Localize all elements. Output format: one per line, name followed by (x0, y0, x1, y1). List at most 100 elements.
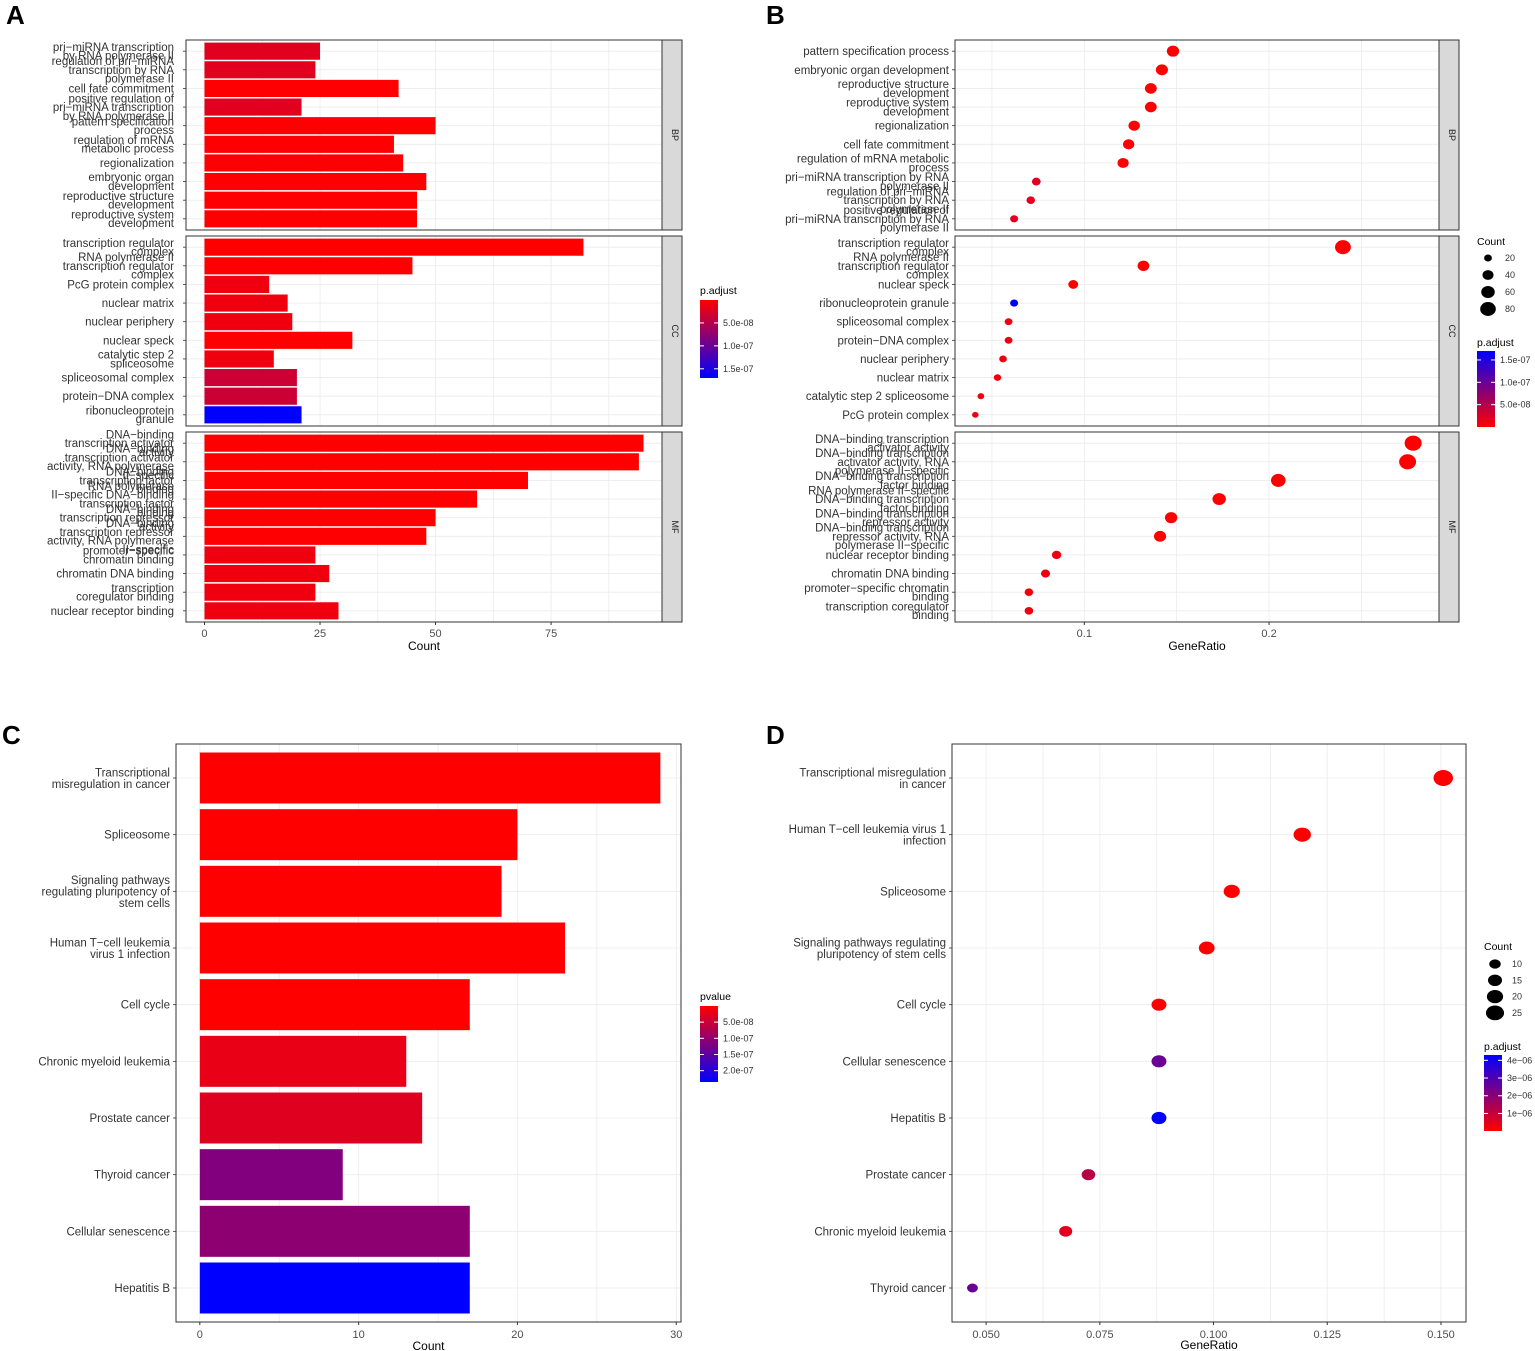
panel-a-bar (204, 527, 427, 545)
panel-a-term-label-line: chromatin binding (83, 554, 174, 566)
panel-b-term-label: DNA−binding transcription repressor activ… (815, 523, 949, 553)
panel-a-term-label-line: embryonic organ (88, 172, 174, 184)
panel-a-term-label: DNA−binding transcription repressor activi… (60, 504, 175, 534)
panel-b-term-label-line: repressor activity (862, 517, 949, 529)
panel-a-term-label: embryonic organ development (88, 172, 174, 193)
panel-c-plot-border (175, 743, 682, 1323)
panel-d-xtick-label: 0.050 (972, 1329, 1000, 1341)
panel-b-term-label: spliceosomal complex (837, 317, 950, 329)
panel-d-dot (1433, 770, 1454, 786)
panel-a-term-label-line: nuclear periphery (85, 317, 174, 329)
panel-b-term-label-line: cell fate commitment (844, 139, 950, 151)
panel-a-colorbar-label: 1.0e-07 (723, 341, 754, 351)
panel-a-strip (661, 431, 683, 623)
panel-a-term-label: transcription regulator complex (63, 238, 174, 259)
panel-d-term-label: Chronic myeloid leukemia (814, 1226, 946, 1238)
panel-b-dot (1153, 530, 1167, 542)
panel-a-term-label-line: regulation of mRNA (74, 135, 175, 147)
panel-d-term-label: Cellular senescence (842, 1056, 946, 1068)
panel-d-size-key-label: 10 (1512, 959, 1522, 969)
panel-b-xtick-label: 0.1 (1077, 628, 1092, 640)
panel-letter-b: B (766, 0, 785, 30)
panel-a-term-label-line: binding (137, 484, 174, 496)
panel-b-term-label: embryonic organ development (794, 65, 950, 77)
panel-c-bar (199, 809, 518, 861)
panel-a-term-label-line: pri−miRNA transcription (53, 102, 174, 114)
panel-a-bar (204, 406, 302, 424)
panel-a-bar (204, 173, 427, 191)
panel-b-term-label-line: transcription by RNA (844, 195, 950, 207)
panel-b-term-label: DNA−binding transcription activator activ… (815, 448, 949, 478)
panel-a-term-label-line: activity, RNA polymerase (47, 461, 174, 473)
panel-a-term-label-line: by RNA polymerase II (63, 111, 174, 123)
panel-b-term-label-line: embryonic organ development (794, 65, 950, 77)
panel-b-term-label-line: DNA−binding transcription (815, 434, 949, 446)
panel-d-dot (1198, 941, 1215, 955)
panel-b-term-label: positive regulation of pri−miRNA transcri… (785, 205, 950, 235)
panel-b-dot (1144, 83, 1157, 94)
panel-d-xlabel: GeneRatio (1180, 1338, 1238, 1351)
panel-a-term-label-line: transcription activator (65, 452, 174, 464)
panel-a-term-label-line: pri−miRNA transcription (53, 42, 174, 54)
panel-c-term-label: Spliceosome (104, 830, 170, 842)
panel-b-term-label-line: DNA−binding transcription (815, 523, 949, 535)
panel-a-bar (204, 583, 316, 601)
panel-d-term-label: Human T−cell leukemia virus 1 infection (789, 824, 946, 848)
panel-c-bar (199, 1205, 470, 1257)
panel-c-xtick-label: 0 (197, 1329, 203, 1341)
panel-b-term-label: RNA polymerase II transcription regulator… (838, 252, 949, 282)
panel-d-dot (1151, 1055, 1167, 1068)
panel-b-term-label: regulation of mRNA metabolic process (797, 154, 949, 175)
panel-a-term-label: pattern specification process (72, 116, 175, 137)
panel-a-term-label-line: regulation of pri−miRNA (52, 56, 175, 68)
panel-c-term-label-line: Human T−cell leukemia (50, 937, 171, 949)
panel-a-term-label: cell fate commitment (69, 83, 175, 95)
panel-d-term-label-line: Cellular senescence (842, 1056, 946, 1068)
panel-a-bar (204, 509, 436, 527)
panel-c-kegg-barplot: Transcriptional misregulation in cancer Sp… (38, 743, 754, 1351)
panel-letter-c: C (2, 720, 21, 750)
panel-a-term-label-line: development (108, 181, 175, 193)
panel-a-bar (204, 210, 418, 228)
panel-b-dot (1026, 196, 1036, 205)
panel-a-term-label: nuclear matrix (102, 298, 174, 310)
panel-b-strip-label: CC (1447, 325, 1457, 338)
panel-c-term-label: Prostate cancer (89, 1113, 170, 1125)
panel-a-bar (204, 453, 639, 471)
panel-b-term-label: PcG protein complex (842, 410, 949, 422)
panel-b-dot (1051, 550, 1062, 560)
panel-d-xtick-label: 0.150 (1427, 1329, 1455, 1341)
panel-d-term-label: Signaling pathways regulating pluripotenc… (793, 937, 946, 961)
panel-c-term-label-line: virus 1 infection (90, 949, 170, 961)
panel-b-dot (1128, 120, 1140, 131)
panel-a-term-label: DNA−binding transcription activator activi… (65, 429, 175, 459)
panel-d-term-label-line: pluripotency of stem cells (817, 949, 946, 961)
panel-a-term-label-line: transcription regulator (63, 238, 174, 250)
panel-a-term-label: protein−DNA complex (62, 391, 174, 403)
panel-b-dot (1166, 45, 1180, 57)
panel-a-bar (204, 191, 418, 209)
panel-a-term-label-line: transcription activator (65, 438, 174, 450)
panel-d-dot (1293, 827, 1311, 842)
panel-d-term-label-line: Cell cycle (897, 1000, 946, 1012)
panel-b-term-label-line: DNA−binding transcription (815, 471, 949, 483)
panel-a-bar (204, 117, 436, 135)
panel-b-term-label: DNA−binding transcription activator activ… (815, 434, 949, 455)
panel-a-term-label-line: nuclear speck (103, 335, 174, 347)
panel-d-term-label-line: Human T−cell leukemia virus 1 (789, 824, 946, 836)
panel-b-term-label-line: complex (906, 247, 949, 259)
panel-c-bar (199, 865, 502, 917)
panel-a-term-label: reproductive structure development (63, 191, 175, 212)
panel-a-term-label-line: PcG protein complex (67, 279, 174, 291)
panel-a-term-label: DNA−binding transcription factor binding (79, 467, 174, 497)
panel-a-term-label-line: transcription by RNA (69, 65, 175, 77)
panel-b-term-label-line: binding (912, 592, 949, 604)
panel-a-term-label-line: activity (139, 521, 174, 533)
panel-a-bar (204, 79, 399, 97)
panel-d-xtick-label: 0.075 (1086, 1329, 1114, 1341)
panel-b-term-label: regulation of pri−miRNA transcription by … (827, 186, 950, 216)
panel-d-dot (1223, 884, 1240, 898)
panel-a-xtick-label: 25 (314, 628, 326, 640)
panel-b-term-label: transcription coregulator binding (826, 601, 950, 622)
